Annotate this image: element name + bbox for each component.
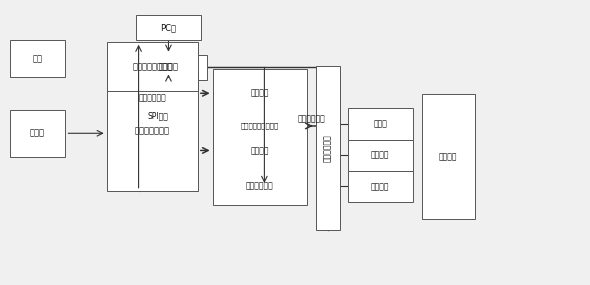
Text: 通讯接口: 通讯接口 xyxy=(159,63,178,72)
Text: 对电极: 对电极 xyxy=(373,120,387,129)
Bar xyxy=(107,42,198,91)
Text: 电源: 电源 xyxy=(32,54,42,63)
Bar xyxy=(9,110,65,157)
Text: 单片机系统电路: 单片机系统电路 xyxy=(135,127,170,136)
Bar xyxy=(107,72,198,191)
Bar xyxy=(130,55,206,80)
Text: 数字频率合成电路: 数字频率合成电路 xyxy=(132,62,172,71)
Text: 电流信号输入: 电流信号输入 xyxy=(297,114,325,123)
Text: 工作电极: 工作电极 xyxy=(371,182,389,191)
Text: 恒电位仪电路: 恒电位仪电路 xyxy=(323,134,332,162)
Text: 阻抗输出: 阻抗输出 xyxy=(250,89,269,98)
Text: 阻抗和相位检测电路: 阻抗和相位检测电路 xyxy=(241,123,279,129)
Bar xyxy=(348,140,413,171)
Text: PC机: PC机 xyxy=(160,23,176,32)
Bar xyxy=(9,40,65,77)
Bar xyxy=(136,15,201,40)
Bar xyxy=(212,69,307,205)
Text: 检测电极: 检测电极 xyxy=(439,152,457,161)
Text: SPI接口: SPI接口 xyxy=(148,112,168,121)
Bar xyxy=(316,66,340,230)
Text: 触摸屏: 触摸屏 xyxy=(30,129,45,138)
Bar xyxy=(421,94,474,219)
Text: 合成频率输出: 合成频率输出 xyxy=(139,93,166,102)
Bar xyxy=(348,109,413,140)
Text: 参比信号输入: 参比信号输入 xyxy=(246,181,274,190)
Text: 参比电极: 参比电极 xyxy=(371,151,389,160)
Bar xyxy=(348,171,413,202)
Text: 相位输出: 相位输出 xyxy=(250,146,269,155)
